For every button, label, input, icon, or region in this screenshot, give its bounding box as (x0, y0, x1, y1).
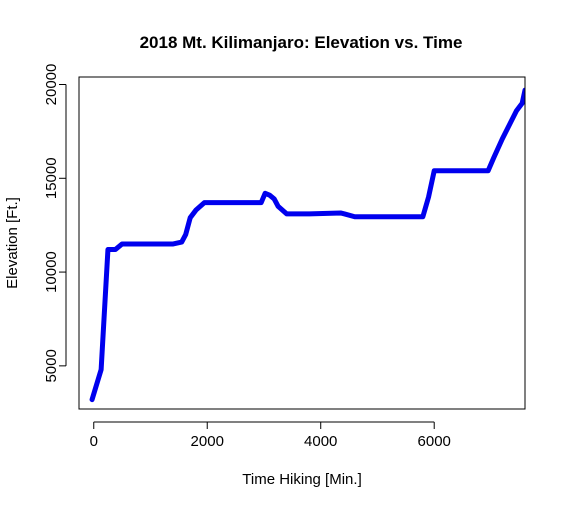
y-tick-label: 20000 (43, 64, 60, 106)
y-tick-label: 10000 (43, 251, 60, 293)
x-tick-label: 2000 (191, 433, 224, 450)
chart-title: 2018 Mt. Kilimanjaro: Elevation vs. Time (140, 33, 463, 52)
x-axis: 0 2000 4000 6000 (90, 421, 451, 450)
y-tick-label: 5000 (43, 349, 60, 382)
y-axis-label: Elevation [Ft.] (4, 197, 21, 289)
plot-area (89, 87, 525, 403)
x-tick-label: 4000 (304, 433, 337, 450)
y-axis: 5000 10000 15000 20000 (43, 64, 67, 383)
x-axis-label: Time Hiking [Min.] (242, 471, 361, 488)
x-tick-label: 0 (90, 433, 98, 450)
y-tick-label: 15000 (43, 157, 60, 199)
series-line-0 (89, 87, 525, 403)
plot-frame (78, 76, 526, 410)
x-tick-label: 6000 (418, 433, 451, 450)
